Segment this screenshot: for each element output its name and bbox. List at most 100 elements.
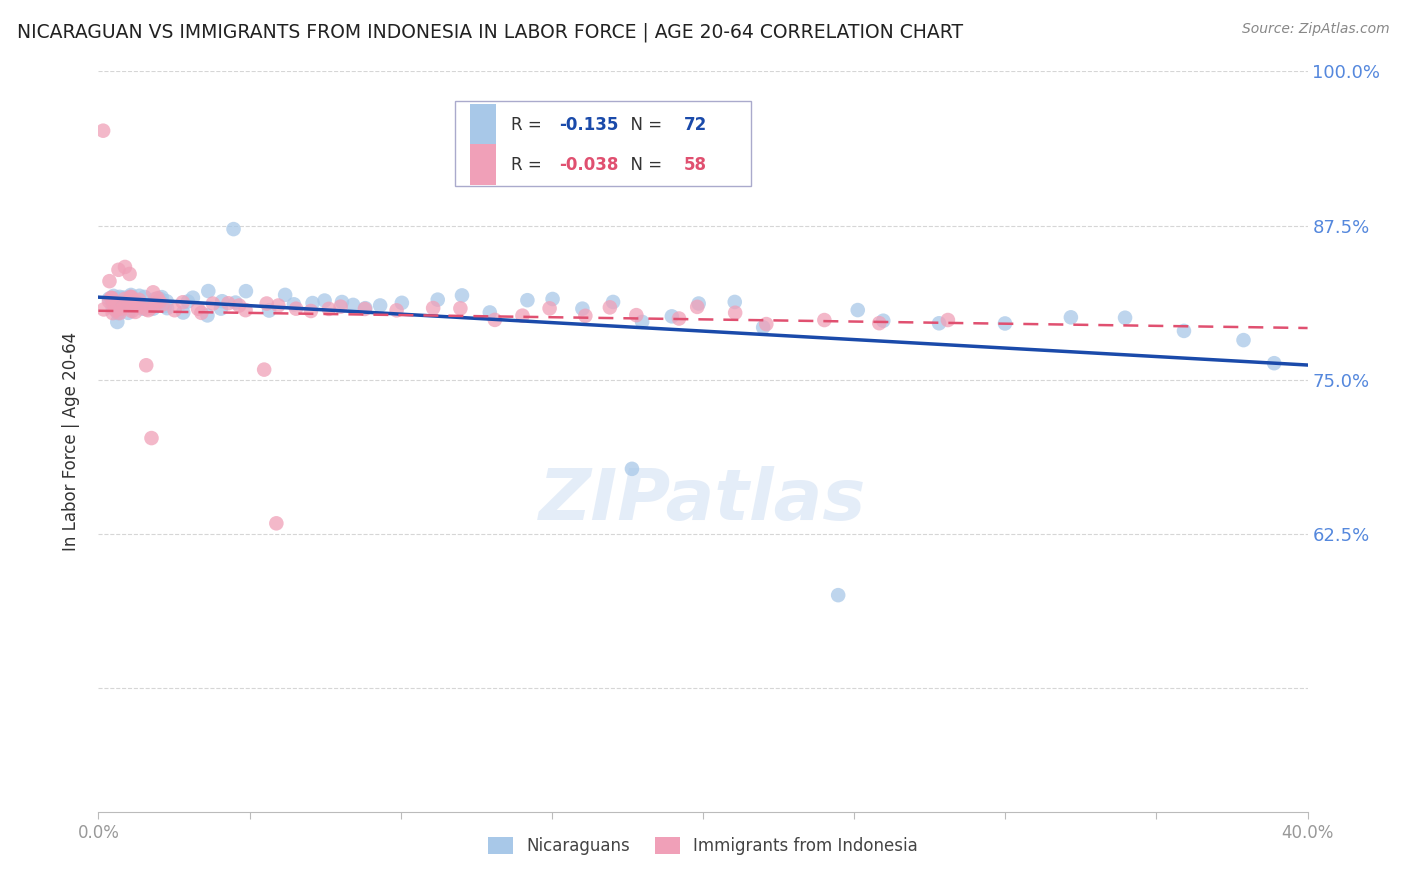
Point: [118, 294, 141, 309]
Point: [846, 303, 869, 318]
Point: [599, 301, 621, 315]
Text: 58: 58: [683, 156, 707, 174]
Point: [274, 288, 297, 302]
Point: [163, 303, 186, 318]
Point: [128, 289, 150, 303]
Point: [620, 462, 643, 476]
Point: [117, 299, 139, 313]
Point: [120, 290, 142, 304]
Point: [257, 303, 280, 318]
Text: 72: 72: [683, 116, 707, 134]
Point: [868, 316, 890, 330]
Point: [222, 222, 245, 236]
Point: [148, 294, 170, 309]
Point: [105, 315, 128, 329]
Point: [724, 294, 747, 309]
Text: NICARAGUAN VS IMMIGRANTS FROM INDONESIA IN LABOR FORCE | AGE 20-64 CORRELATION C: NICARAGUAN VS IMMIGRANTS FROM INDONESIA …: [17, 22, 963, 42]
Point: [318, 301, 340, 316]
Point: [224, 295, 246, 310]
Point: [201, 296, 224, 310]
Point: [136, 303, 159, 318]
Point: [112, 300, 135, 314]
FancyBboxPatch shape: [470, 104, 496, 145]
Point: [128, 293, 150, 307]
Point: [1173, 324, 1195, 338]
Point: [142, 285, 165, 300]
Point: [391, 296, 413, 310]
Point: [209, 301, 232, 316]
Point: [354, 301, 377, 315]
Point: [301, 296, 323, 310]
Point: [299, 304, 322, 318]
Text: ZIPatlas: ZIPatlas: [540, 467, 866, 535]
Point: [114, 292, 136, 306]
Point: [1232, 333, 1254, 347]
Point: [342, 298, 364, 312]
Point: [135, 302, 157, 317]
Point: [156, 294, 179, 309]
Point: [936, 313, 959, 327]
Point: [688, 296, 710, 310]
FancyBboxPatch shape: [470, 145, 496, 186]
Point: [686, 300, 709, 314]
Point: [172, 295, 194, 310]
Point: [134, 290, 156, 304]
Point: [426, 293, 449, 307]
Point: [626, 308, 648, 322]
Y-axis label: In Labor Force | Age 20-64: In Labor Force | Age 20-64: [62, 332, 80, 551]
Point: [118, 267, 141, 281]
Point: [128, 299, 150, 313]
Point: [107, 262, 129, 277]
Point: [354, 301, 377, 316]
Point: [330, 295, 353, 310]
Point: [120, 299, 142, 313]
Point: [108, 306, 131, 320]
Point: [235, 284, 257, 298]
Point: [553, 161, 575, 175]
Point: [422, 301, 444, 315]
Point: [329, 300, 352, 314]
Point: [266, 516, 288, 531]
Point: [253, 362, 276, 376]
Point: [120, 290, 142, 304]
Point: [135, 358, 157, 372]
Point: [217, 296, 239, 310]
Legend: Nicaraguans, Immigrants from Indonesia: Nicaraguans, Immigrants from Indonesia: [488, 837, 918, 855]
Point: [150, 290, 173, 304]
Text: -0.135: -0.135: [560, 116, 619, 134]
Point: [187, 301, 209, 316]
Point: [141, 431, 163, 445]
Point: [228, 299, 250, 313]
Point: [197, 309, 219, 323]
Point: [211, 294, 233, 309]
Point: [120, 301, 142, 316]
Point: [1060, 310, 1083, 325]
Point: [101, 301, 124, 315]
Point: [538, 301, 561, 316]
Point: [256, 296, 278, 310]
Point: [571, 301, 593, 316]
Point: [574, 309, 596, 323]
Text: N =: N =: [620, 156, 666, 174]
Point: [111, 301, 134, 316]
Point: [120, 290, 142, 304]
Point: [103, 297, 125, 311]
Point: [145, 297, 167, 311]
Point: [156, 301, 179, 315]
Text: -0.038: -0.038: [560, 156, 619, 174]
Point: [928, 316, 950, 330]
Point: [177, 294, 200, 309]
Point: [484, 313, 506, 327]
Point: [451, 288, 474, 302]
Point: [120, 288, 142, 302]
Point: [98, 292, 121, 306]
Point: [541, 292, 564, 306]
Point: [267, 299, 290, 313]
Point: [142, 301, 165, 316]
Point: [314, 293, 336, 308]
Point: [103, 291, 125, 305]
Text: Source: ZipAtlas.com: Source: ZipAtlas.com: [1241, 22, 1389, 37]
Point: [101, 306, 124, 320]
Point: [152, 298, 174, 312]
Point: [114, 260, 136, 274]
